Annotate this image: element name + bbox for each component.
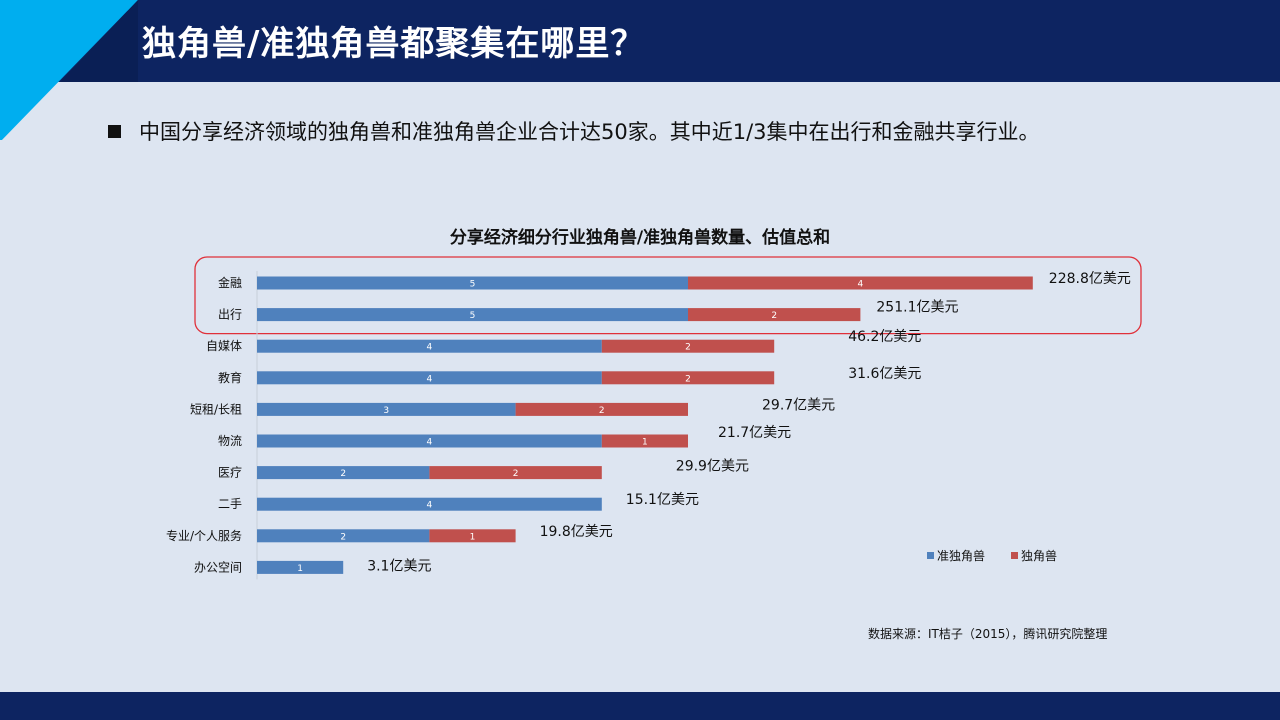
valuation-label: 21.7亿美元 [718, 425, 791, 441]
category-label: 自媒体 [206, 339, 242, 353]
bar-data-label: 1 [470, 532, 476, 542]
bar-segment-quasi-unicorn [257, 560, 344, 574]
valuation-label: 46.2亿美元 [848, 329, 921, 345]
category-label: 出行 [218, 308, 242, 322]
bar-segment-quasi-unicorn [257, 497, 602, 511]
valuation-label: 19.8亿美元 [540, 524, 613, 540]
bar-segment-unicorn [429, 529, 516, 543]
bar-data-label: 4 [427, 374, 433, 384]
bar-data-label: 4 [858, 280, 864, 290]
bar-segment-quasi-unicorn [257, 529, 430, 543]
bar-data-label: 2 [340, 532, 346, 542]
bullet-point: 中国分享经济领域的独角兽和准独角兽企业合计达50家。其中近1/3集中在出行和金融… [108, 116, 1040, 146]
bar-segment-quasi-unicorn [257, 434, 602, 448]
bar-data-label: 4 [427, 501, 433, 511]
category-label: 专业/个人服务 [166, 528, 242, 543]
valuation-label: 228.8亿美元 [1049, 271, 1131, 287]
valuation-label: 3.1亿美元 [367, 558, 431, 574]
bar-segment-quasi-unicorn [257, 276, 688, 290]
bar-data-label: 2 [685, 343, 691, 353]
valuation-label: 251.1亿美元 [876, 300, 958, 316]
bar-data-label: 4 [427, 438, 433, 448]
bar-data-label: 3 [383, 406, 389, 416]
bar-segment-quasi-unicorn [257, 402, 516, 416]
bar-segment-quasi-unicorn [257, 308, 688, 322]
bar-segment-quasi-unicorn [257, 339, 602, 353]
valuation-label: 31.6亿美元 [848, 366, 921, 382]
page-title: 独角兽/准独角兽都聚集在哪里？ [142, 24, 646, 64]
bar-data-label: 1 [297, 564, 303, 574]
legend-label: 独角兽 [1021, 549, 1057, 563]
legend-swatch [927, 552, 934, 559]
legend-label: 准独角兽 [937, 549, 985, 563]
bar-segment-unicorn [688, 276, 1033, 290]
bar-data-label: 2 [513, 469, 519, 479]
category-label: 二手 [218, 497, 242, 511]
chart-title: 分享经济细分行业独角兽/准独角兽数量、估值总和 [450, 227, 830, 248]
bullet-square-icon [108, 124, 121, 138]
legend-swatch [1011, 552, 1018, 559]
bar-data-label: 5 [470, 280, 476, 290]
bar-segment-unicorn [429, 466, 602, 480]
bar-data-label: 2 [685, 374, 691, 384]
bar-data-label: 2 [599, 406, 605, 416]
corner-accent [0, 0, 138, 140]
header-bar [0, 0, 1280, 82]
bar-segment-unicorn [601, 371, 775, 385]
data-source: 数据来源：IT桔子（2015），腾讯研究院整理 [868, 627, 1108, 641]
valuation-label: 29.9亿美元 [676, 459, 749, 475]
bar-data-label: 2 [771, 311, 777, 321]
bar-segment-unicorn [515, 402, 688, 416]
valuation-label: 15.1亿美元 [626, 492, 699, 508]
category-label: 物流 [218, 434, 242, 448]
bar-data-label: 4 [427, 343, 433, 353]
bar-segment-quasi-unicorn [257, 466, 430, 480]
category-label: 教育 [218, 370, 242, 385]
bar-data-label: 5 [470, 311, 476, 321]
bar-data-label: 2 [340, 469, 346, 479]
category-label: 办公空间 [194, 559, 242, 574]
bar-segment-quasi-unicorn [257, 371, 602, 385]
bar-segment-unicorn [601, 434, 688, 448]
bar-segment-unicorn [688, 308, 861, 322]
bar-data-label: 1 [642, 438, 648, 448]
valuation-label: 29.7亿美元 [762, 397, 835, 413]
bullet-text: 中国分享经济领域的独角兽和准独角兽企业合计达50家。其中近1/3集中在出行和金融… [139, 120, 1040, 144]
bar-segment-unicorn [601, 339, 775, 353]
highlight-box [194, 256, 1142, 335]
category-label: 医疗 [218, 466, 242, 480]
category-label: 短租/长租 [190, 402, 242, 416]
category-label: 金融 [218, 275, 242, 290]
footer-bar [0, 692, 1280, 720]
